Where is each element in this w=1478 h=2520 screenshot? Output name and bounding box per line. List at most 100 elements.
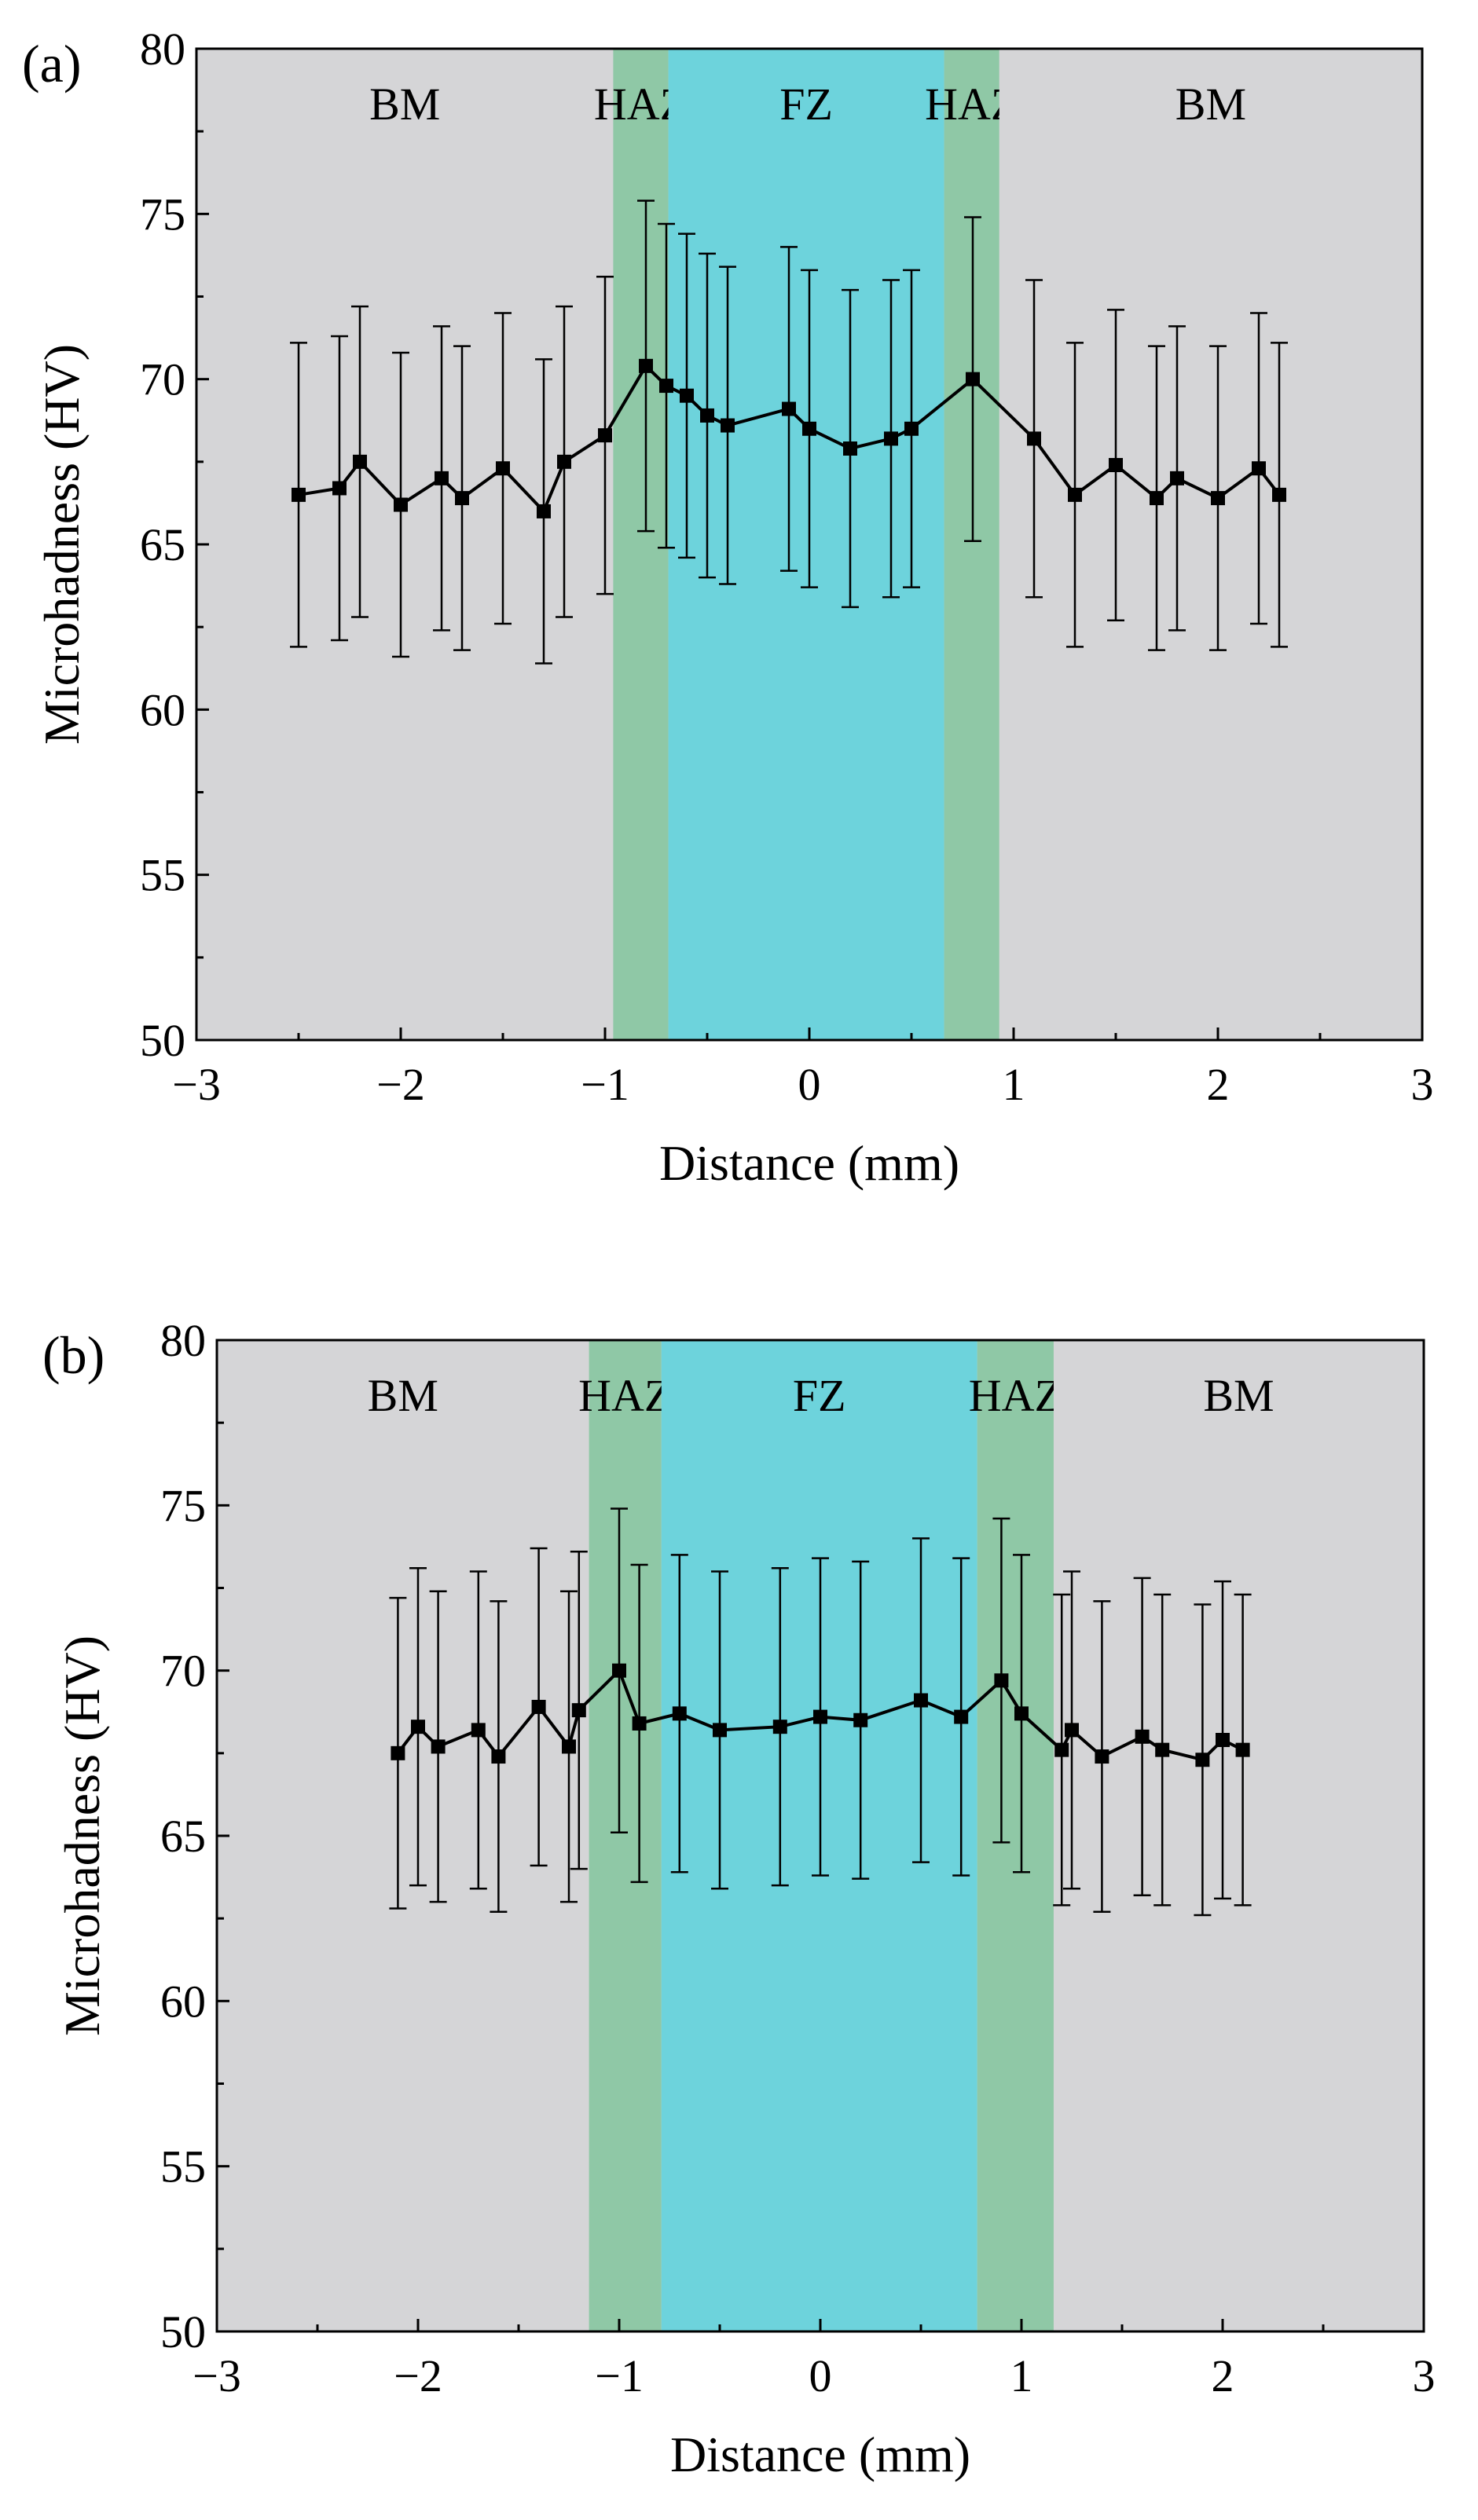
data-point	[1027, 431, 1041, 446]
zone-band-haz	[589, 1340, 662, 2331]
data-point	[353, 454, 367, 469]
data-point	[1095, 1749, 1109, 1764]
data-point	[394, 497, 408, 512]
data-point	[1068, 487, 1082, 502]
data-point	[537, 504, 551, 518]
y-tick-label: 80	[160, 1315, 206, 1366]
x-tick-label: 3	[1411, 1059, 1434, 1110]
y-tick-label: 65	[160, 1811, 206, 1862]
data-point	[639, 358, 653, 373]
x-tick-label: 0	[809, 2350, 832, 2401]
data-point	[1272, 487, 1286, 502]
data-point	[571, 1703, 586, 1718]
data-point	[431, 1739, 446, 1754]
x-axis-title: Distance (mm)	[659, 1135, 959, 1191]
zone-band-haz	[977, 1340, 1054, 2331]
data-point	[772, 1720, 787, 1734]
data-point	[914, 1693, 928, 1708]
data-point	[531, 1699, 546, 1714]
data-point	[721, 418, 735, 433]
zone-band-bm	[999, 49, 1422, 1040]
y-tick-label: 75	[160, 1480, 206, 1531]
data-point	[612, 1663, 626, 1678]
data-point	[884, 431, 898, 446]
chart-panel-b: BM HAZ FZ HAZ BM −3 −2 −1 0 1 2 3 50 55 60 65 70 75 80 Dist…	[42, 1315, 1436, 2482]
zone-label-haz: HAZ	[969, 1370, 1062, 1421]
panel-label: (a)	[22, 34, 81, 93]
data-point	[659, 379, 673, 394]
data-point	[1155, 1742, 1170, 1757]
x-tick-label: 3	[1413, 2350, 1436, 2401]
data-point	[1235, 1742, 1250, 1757]
data-point	[1150, 491, 1164, 506]
y-tick-label: 70	[140, 354, 185, 405]
data-point	[672, 1706, 687, 1721]
data-point	[802, 421, 816, 436]
zone-label-bm: BM	[369, 79, 440, 130]
data-point	[700, 408, 714, 423]
x-tick-label: −1	[595, 2350, 644, 2401]
x-tick-label: 0	[798, 1059, 821, 1110]
y-tick-label: 65	[140, 519, 185, 570]
data-point	[1109, 458, 1123, 473]
x-tick-label: −3	[172, 1059, 221, 1110]
data-point	[1014, 1706, 1029, 1721]
chart-panel-a: BM HAZ FZ HAZ BM−3 −2 −1 0 1 2 350556065707580Dist…	[22, 24, 1434, 1191]
zone-label-fz: FZ	[793, 1370, 846, 1421]
y-tick-label: 80	[140, 24, 185, 75]
data-point	[632, 1716, 647, 1731]
data-point	[994, 1673, 1009, 1688]
x-tick-label: 1	[1003, 1059, 1025, 1110]
x-tick-label: −2	[394, 2350, 442, 2401]
zone-label-fz: FZ	[779, 79, 833, 130]
y-axis-title: Microhadness (HV)	[34, 344, 90, 745]
zone-band-bm	[1053, 1340, 1424, 2331]
zone-band-fz	[668, 49, 944, 1040]
data-point	[1054, 1742, 1069, 1757]
x-tick-label: 2	[1207, 1059, 1230, 1110]
zone-band-haz	[613, 49, 669, 1040]
data-point	[471, 1723, 486, 1738]
y-tick-label: 60	[160, 1976, 206, 2027]
data-point	[1211, 491, 1225, 506]
data-point	[435, 471, 449, 485]
x-tick-label: 1	[1010, 2350, 1033, 2401]
data-point	[954, 1709, 969, 1724]
y-tick-label: 50	[160, 2306, 206, 2357]
zone-label-bm: BM	[1203, 1370, 1274, 1421]
x-tick-label: −3	[193, 2350, 241, 2401]
data-point	[411, 1720, 425, 1734]
zone-band-haz	[944, 49, 999, 1040]
data-point	[782, 401, 796, 416]
data-point	[813, 1709, 827, 1724]
data-point	[496, 461, 510, 476]
data-point	[1195, 1753, 1210, 1767]
data-point	[292, 487, 306, 502]
data-point	[562, 1739, 576, 1754]
data-point	[1135, 1729, 1150, 1744]
y-axis-title: Microhadness (HV)	[54, 1635, 110, 2036]
zone-label-haz: HAZ	[578, 1370, 672, 1421]
x-axis-title: Distance (mm)	[670, 2427, 970, 2482]
zone-band-bm	[196, 49, 614, 1040]
zone-label-bm: BM	[1175, 79, 1246, 130]
data-point	[598, 428, 612, 443]
zone-label-bm: BM	[368, 1370, 438, 1421]
data-point	[904, 421, 919, 436]
y-tick-label: 70	[160, 1646, 206, 1697]
data-point	[455, 491, 469, 506]
x-tick-label: −2	[376, 1059, 425, 1110]
data-point	[1065, 1723, 1079, 1738]
data-point	[713, 1723, 727, 1738]
data-point	[843, 441, 857, 456]
x-tick-label: −1	[581, 1059, 629, 1110]
data-point	[1216, 1733, 1230, 1748]
y-tick-label: 50	[140, 1015, 185, 1066]
y-tick-label: 55	[160, 2141, 206, 2192]
panel-label: (b)	[42, 1325, 105, 1385]
data-point	[332, 481, 347, 496]
data-point	[1170, 471, 1184, 485]
x-tick-label: 2	[1212, 2350, 1234, 2401]
zone-band-fz	[661, 1340, 977, 2331]
